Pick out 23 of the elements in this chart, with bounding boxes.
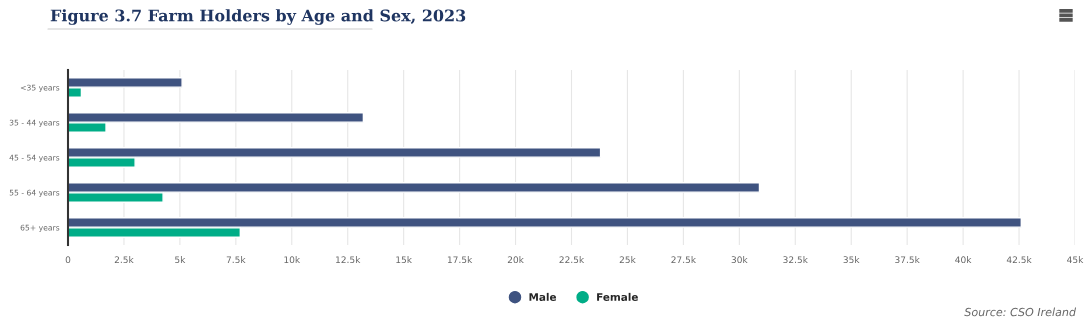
x-tick-label: 7.5k [226,256,246,264]
x-tick-label: 22.5k [559,256,585,264]
source-note: Source: CSO Ireland [964,307,1077,317]
x-tick-label: 20k [507,256,524,264]
legend-label: Female [597,292,638,301]
x-tick-label: 45k [1067,256,1084,264]
x-tick-label: 35k [843,256,860,264]
x-tick-label: 25k [619,256,636,264]
x-tick-label: 42.5k [1006,256,1032,264]
x-tick-label: 2.5k [114,256,134,264]
x-tick-label: 12.5k [336,256,361,264]
x-tick-label: 17.5k [447,256,473,264]
legend-label: Male [529,292,557,301]
x-tick-label: 15k [396,256,412,264]
x-tick-label: 10k [284,256,301,264]
x-tick-label: 27.5k [671,256,697,264]
x-tick-label: 0 [65,256,71,264]
x-tick-label: 40k [955,256,972,264]
x-tick-label: 5k [175,256,186,264]
x-tick-label: 37.5k [895,256,920,264]
x-tick-label: 30k [731,256,748,264]
x-tick-label: 32.5k [783,256,808,264]
chart-title: Figure 3.7 Farm Holders by Age and Sex, 2023 [50,9,466,25]
